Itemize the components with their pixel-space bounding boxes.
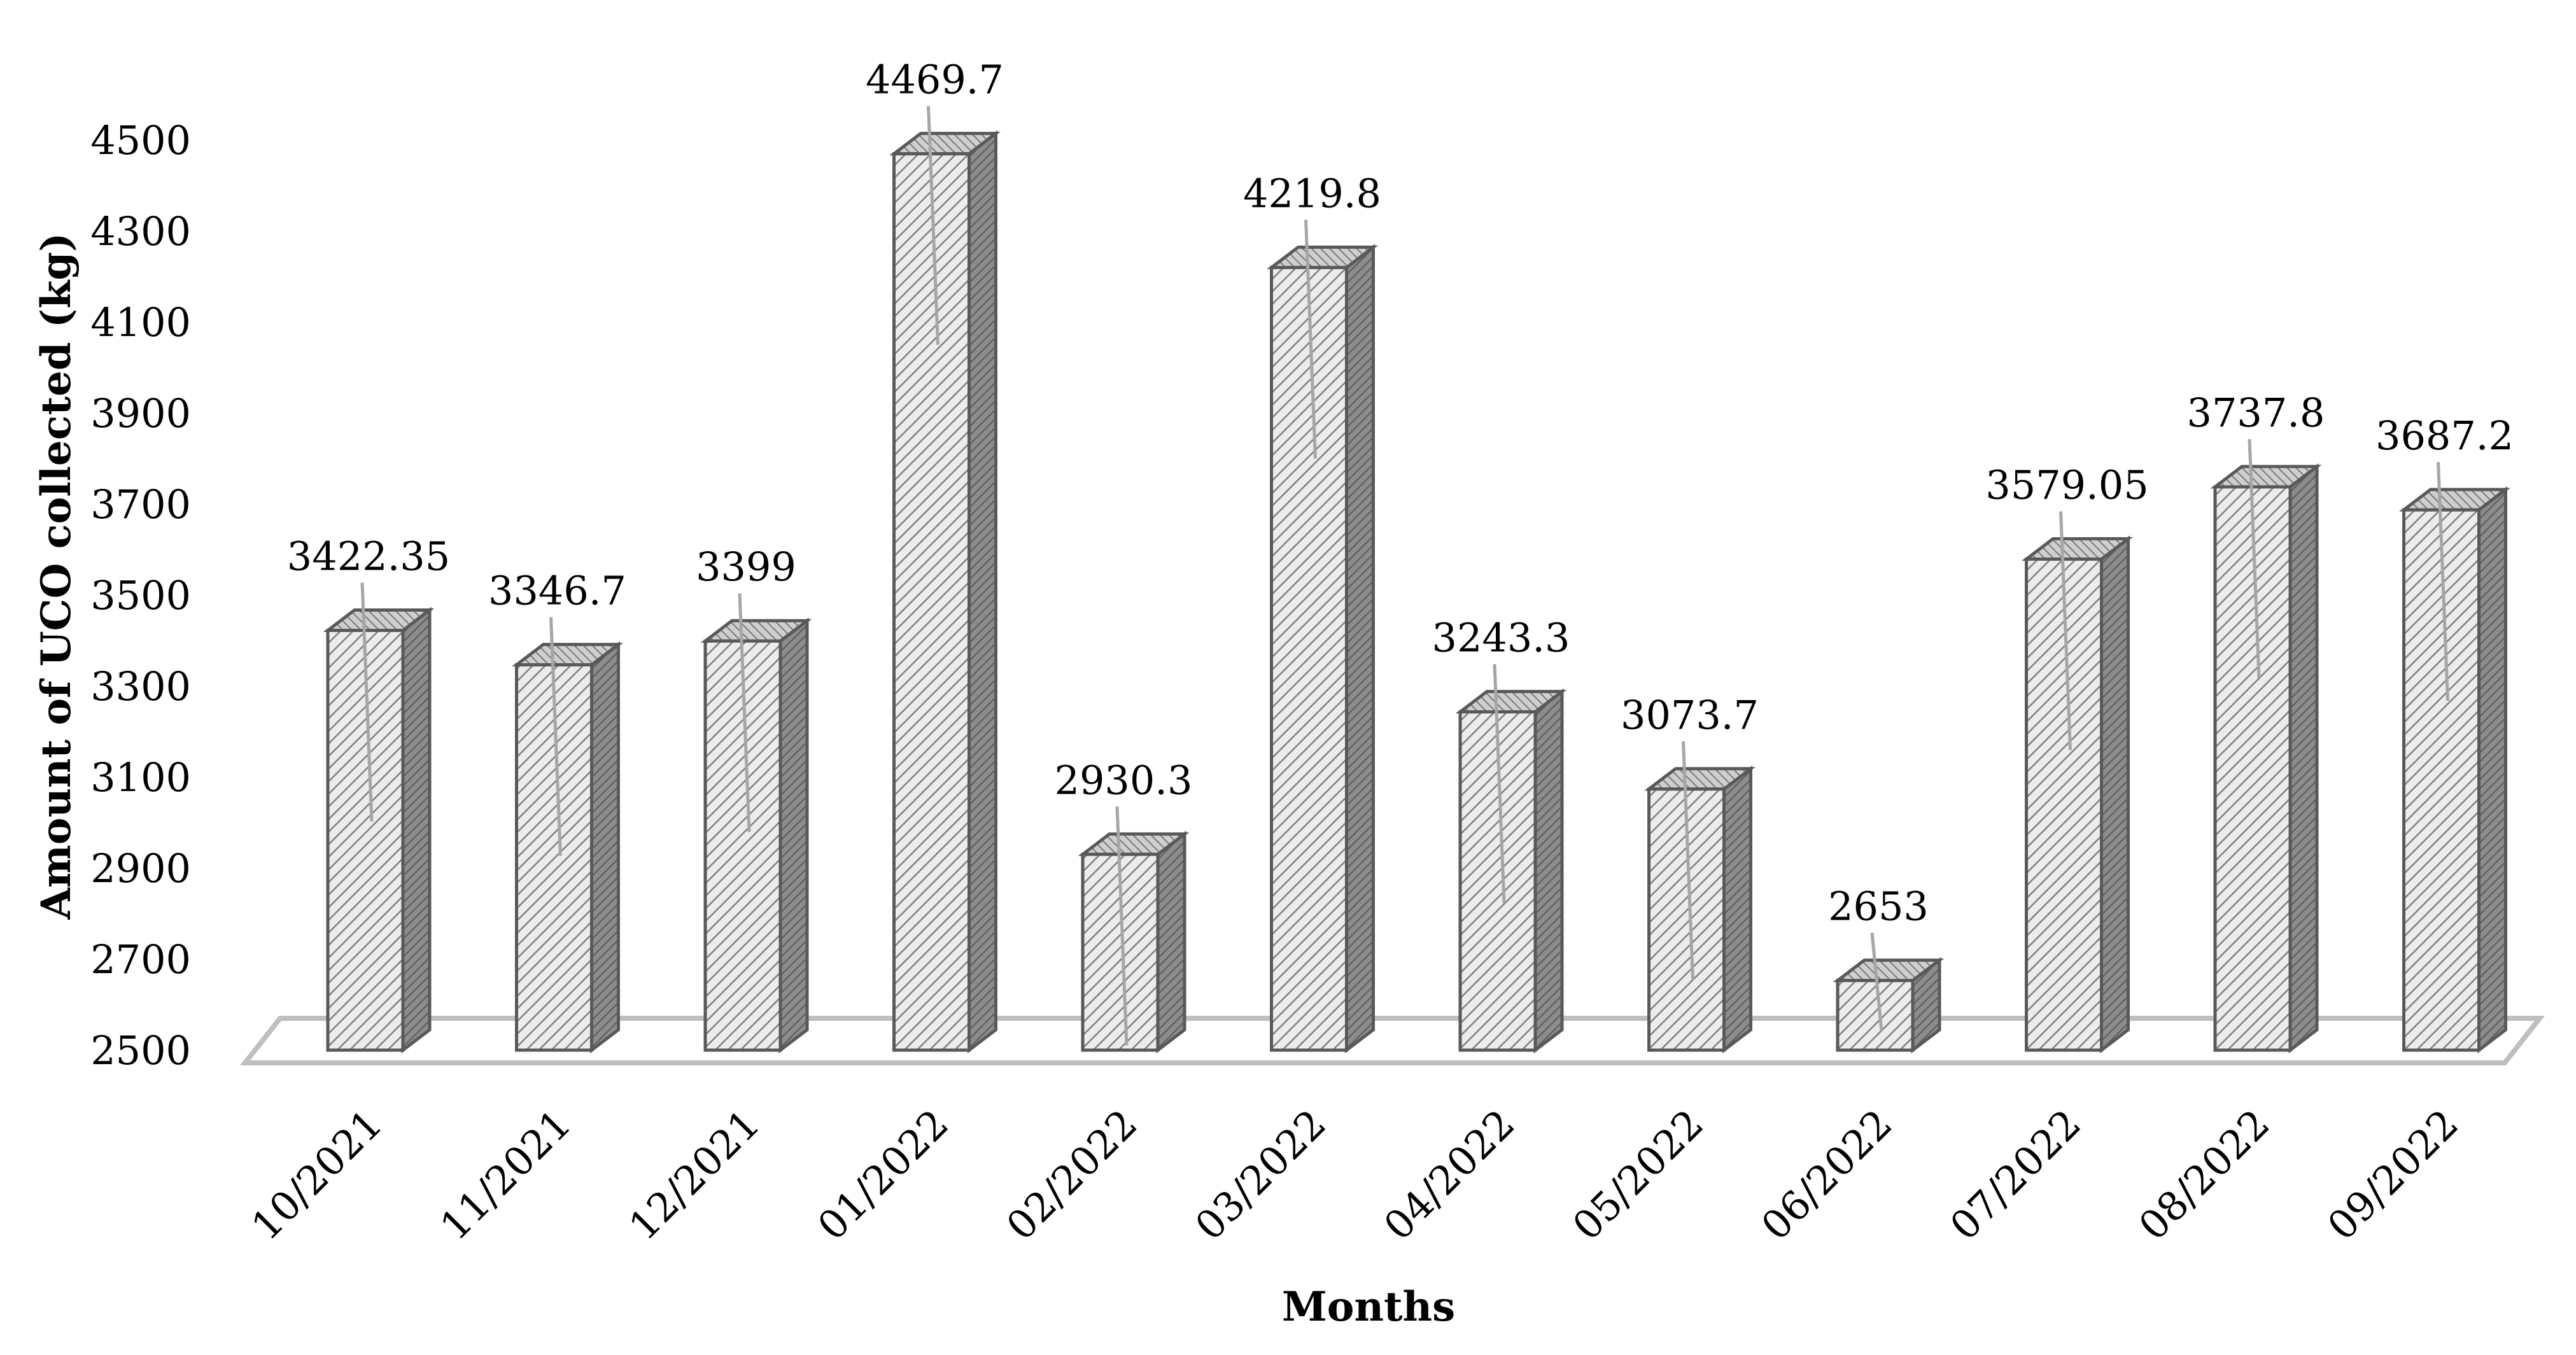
- data-label: 2653: [1828, 883, 1929, 930]
- bar-side: [1156, 831, 1186, 1054]
- x-tick-label: 12/2021: [620, 1100, 769, 1249]
- y-tick-label: 3700: [90, 481, 191, 528]
- bar-side: [2477, 486, 2507, 1054]
- data-label: 4219.8: [1243, 170, 1381, 216]
- floor-plane: [239, 1016, 2545, 1065]
- y-tick-label: 2500: [90, 1027, 191, 1074]
- leader-line: [2059, 511, 2072, 750]
- x-tick-label: 02/2022: [997, 1100, 1146, 1249]
- bar-side: [401, 607, 432, 1054]
- leader-line: [2248, 439, 2261, 678]
- bar: [323, 607, 435, 1054]
- bar-side: [590, 641, 620, 1054]
- y-tick-label: 3300: [90, 663, 191, 710]
- bar-side: [968, 130, 997, 1054]
- leader-line: [927, 106, 940, 345]
- data-label: 2930.3: [1055, 757, 1193, 803]
- x-axis-title: Months: [1282, 1283, 1455, 1331]
- bar-front: [892, 152, 971, 1052]
- y-tick-label: 4300: [90, 208, 191, 255]
- y-axis: 2500 2700 2900 3100 3300 3500 3700 3900 4100 4300…: [90, 117, 191, 1074]
- data-label: 3346.7: [488, 568, 626, 614]
- bar-side: [2288, 463, 2319, 1054]
- x-tick-label: 07/2022: [1941, 1100, 2090, 1249]
- bar: [1078, 831, 1190, 1054]
- bar: [2399, 486, 2510, 1054]
- data-label: 3737.8: [2187, 390, 2325, 436]
- data-label: 3687.2: [2375, 412, 2514, 459]
- data-label: 3073.7: [1621, 692, 1759, 738]
- y-tick-label: 4500: [90, 117, 191, 164]
- bar-front: [1270, 265, 1348, 1052]
- x-tick-label: 03/2022: [1186, 1100, 1335, 1249]
- y-tick-label: 4100: [90, 299, 191, 346]
- y-tick-label: 3100: [90, 754, 191, 801]
- y-axis-title: Amount of UCO collected (kg): [32, 232, 80, 920]
- leader-line: [549, 617, 562, 856]
- leader-line: [1304, 220, 1317, 459]
- data-label: 3243.3: [1432, 615, 1570, 661]
- leader-line: [1682, 741, 1694, 980]
- leader-line: [1493, 664, 1506, 903]
- x-tick-label: 11/2021: [431, 1100, 580, 1249]
- y-tick-label: 2700: [90, 936, 191, 983]
- x-axis: 10/2021 11/2021 12/2021 01/2022 02/2022 03/20…: [243, 1100, 2467, 1249]
- leader-line: [360, 582, 374, 822]
- bar: [889, 130, 1001, 1054]
- bar-side: [1345, 244, 1375, 1054]
- x-tick-label: 08/2022: [2130, 1100, 2279, 1249]
- bar-front: [1836, 979, 1915, 1052]
- bars: [323, 130, 2510, 1054]
- leader-line: [2437, 462, 2449, 701]
- x-tick-label: 06/2022: [1752, 1100, 1901, 1249]
- bar: [2210, 463, 2322, 1054]
- data-label: 4469.7: [866, 57, 1004, 103]
- bar: [1267, 244, 1378, 1054]
- data-label: 3399: [696, 544, 796, 590]
- x-tick-label: 09/2022: [2318, 1100, 2467, 1249]
- bar-front: [2213, 485, 2292, 1052]
- bar-front: [2402, 508, 2481, 1052]
- bar-side: [778, 617, 809, 1054]
- bar: [512, 641, 623, 1054]
- bar: [1833, 957, 1945, 1054]
- y-tick-label: 3900: [90, 390, 191, 437]
- y-tick-label: 3500: [90, 572, 191, 619]
- x-tick-label: 10/2021: [243, 1100, 391, 1249]
- x-tick-label: 01/2022: [808, 1100, 957, 1249]
- chart-floor: [239, 1016, 2545, 1065]
- x-tick-label: 05/2022: [1563, 1100, 1712, 1249]
- x-tick-label: 04/2022: [1375, 1100, 1524, 1249]
- bar: [2022, 535, 2133, 1054]
- y-tick-label: 2900: [90, 845, 191, 892]
- bar-front: [2025, 557, 2103, 1052]
- bar: [700, 617, 812, 1054]
- leader-line: [1870, 932, 1883, 1032]
- bar-side: [1533, 688, 1564, 1054]
- bar: [1644, 765, 1756, 1054]
- bar: [1455, 688, 1567, 1054]
- bar-side: [2100, 535, 2130, 1054]
- leader-line: [1115, 806, 1129, 1046]
- bar-side: [1722, 765, 1752, 1054]
- data-labels: 3422.35 3346.7 3399 4469.7 2930.3 4219.8 3243.…: [287, 57, 2514, 1046]
- data-label: 3579.05: [1985, 461, 2148, 508]
- leader-line: [738, 593, 751, 832]
- data-label: 3422.35: [287, 533, 450, 580]
